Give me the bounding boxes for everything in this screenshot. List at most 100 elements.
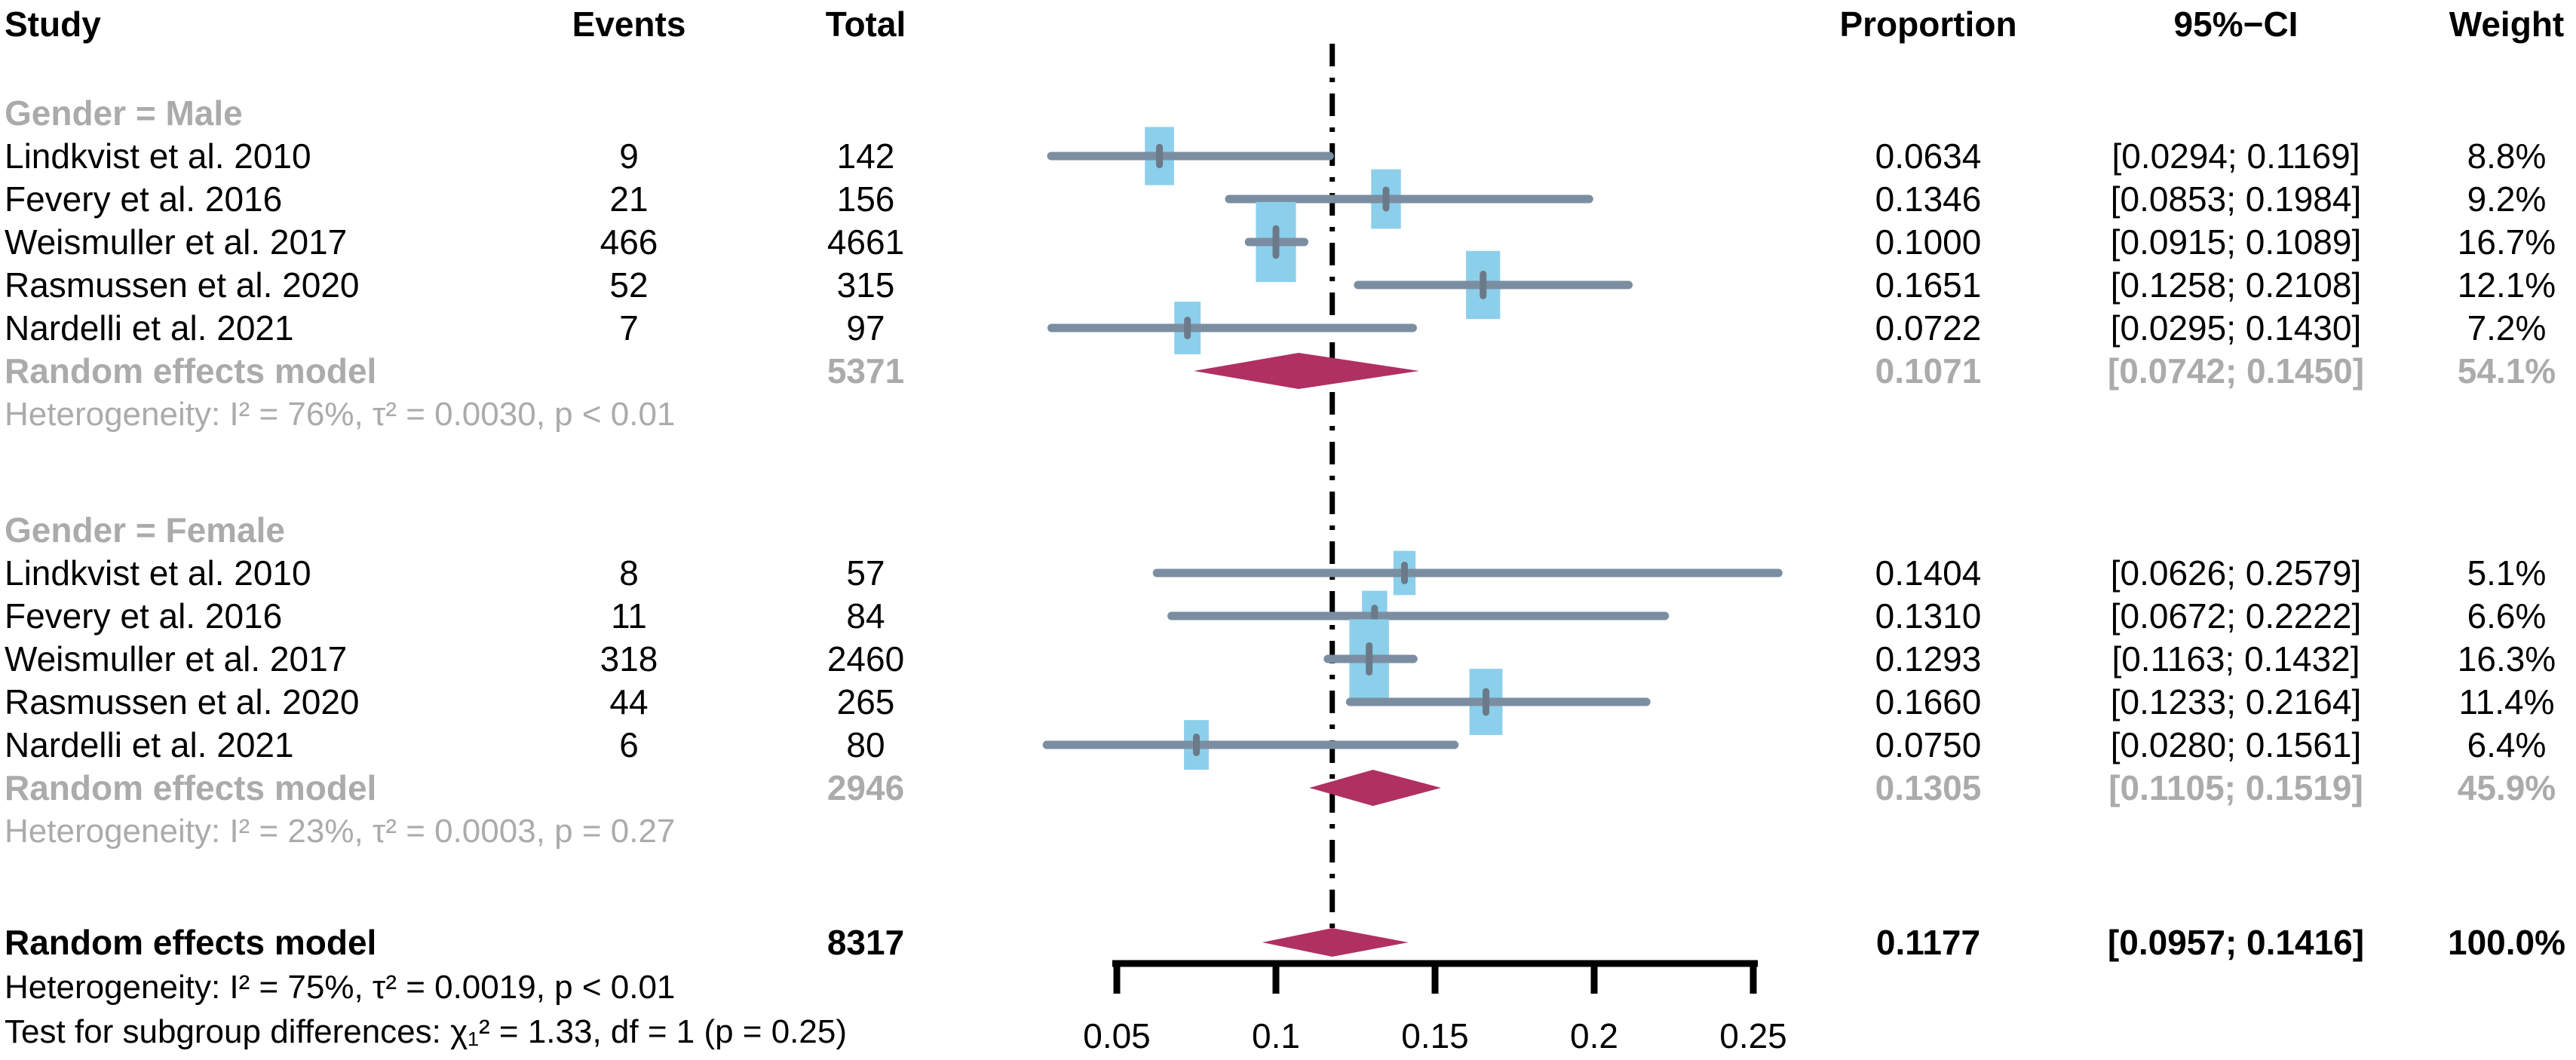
events-value: 466	[600, 222, 658, 262]
x-axis-tick-label: 0.25	[1719, 1016, 1787, 1055]
study-row: Fevery et al. 2016 11 84 0.1310 [0.0672; 0.2…	[0, 595, 2576, 638]
col-header-total: Total	[825, 5, 906, 44]
events-value: 11	[611, 596, 647, 636]
x-axis-tick-label: 0.2	[1570, 1016, 1618, 1055]
total-value: 4661	[826, 222, 905, 262]
ci-value: [0.0853; 0.1984]	[2110, 179, 2362, 219]
proportion-value: 0.1000	[1875, 222, 1982, 262]
total-value: 57	[846, 553, 885, 593]
study-label: Nardelli et al. 2021	[5, 725, 294, 764]
events-value: 8	[619, 553, 639, 593]
weight-value: 6.4%	[2467, 725, 2547, 764]
overall-summary-row: Random effects model 8317 0.1177 [0.0957; 0…	[0, 921, 2576, 964]
total-value: 84	[846, 596, 885, 636]
subgroup-summary-diamond	[1309, 770, 1442, 806]
subgroup-test-text: Test for subgroup differences: χ₁² = 1.3…	[5, 1013, 847, 1050]
point-estimate-tick	[1366, 642, 1373, 676]
proportion-value: 0.0750	[1875, 725, 1982, 764]
summary-label: Random effects model	[5, 923, 377, 962]
heterogeneity-text: Heterogeneity: I² = 23%, τ² = 0.0003, p …	[5, 813, 676, 850]
study-label: Weismuller et al. 2017	[5, 222, 348, 262]
proportion-value: 0.1293	[1875, 639, 1982, 679]
study-label: Lindkvist et al. 2010	[5, 136, 311, 176]
point-estimate-tick	[1382, 186, 1390, 212]
weight-value: 11.4%	[2458, 682, 2555, 721]
total-value: 315	[836, 265, 895, 305]
overall-summary-diamond	[1262, 928, 1409, 957]
study-row: Lindkvist et al. 2010 8 57 0.1404 [0.0626; 0…	[0, 552, 2576, 595]
events-value: 44	[609, 682, 649, 721]
subgroup-label-row: Gender = Female	[0, 509, 2576, 552]
subgroup-label: Gender = Female	[5, 510, 285, 550]
events-value: 7	[619, 308, 639, 348]
events-value: 52	[609, 265, 649, 305]
weight-value: 9.2%	[2467, 179, 2547, 219]
col-header-weight: Weight	[2449, 5, 2565, 44]
events-value: 318	[600, 639, 658, 679]
proportion-value: 0.1660	[1875, 682, 1982, 721]
proportion-value: 0.0634	[1875, 136, 1982, 176]
heterogeneity-text: Heterogeneity: I² = 76%, τ² = 0.0030, p …	[5, 396, 676, 433]
subgroup-summary-diamond	[1194, 353, 1419, 389]
heterogeneity-row: Heterogeneity: I² = 76%, τ² = 0.0030, p …	[0, 393, 2576, 436]
ci-value: [0.1105; 0.1519]	[2108, 768, 2363, 807]
total-value: 2946	[826, 768, 905, 807]
weight-value: 12.1%	[2457, 265, 2556, 305]
point-estimate-tick	[1400, 562, 1408, 584]
weight-value: 54.1%	[2457, 351, 2556, 391]
proportion-value: 0.1404	[1875, 553, 1982, 593]
x-axis-tick-label: 0.15	[1401, 1016, 1469, 1055]
ci-value: [0.0280; 0.1561]	[2110, 725, 2362, 764]
summary-label: Random effects model	[5, 351, 377, 391]
point-estimate-tick	[1156, 143, 1164, 169]
proportion-value: 0.0722	[1875, 308, 1982, 348]
point-estimate-tick	[1483, 688, 1490, 716]
point-estimate-tick	[1184, 317, 1191, 339]
ci-value: [0.1233; 0.2164]	[2110, 682, 2362, 721]
proportion-value: 0.1177	[1875, 923, 1981, 962]
subgroup-summary-row: Random effects model 2946 0.1305 [0.1105; 0…	[0, 767, 2576, 810]
proportion-value: 0.1305	[1875, 768, 1982, 807]
ci-value: [0.0742; 0.1450]	[2107, 351, 2365, 391]
total-value: 97	[846, 308, 885, 348]
column-header-row: Study Events Total Proportion 95%−CI Wei…	[0, 3, 2576, 46]
overall-heterogeneity-row: Heterogeneity: I² = 75%, τ² = 0.0019, p …	[0, 966, 2576, 1009]
col-header-events: Events	[572, 5, 686, 44]
study-row: Fevery et al. 2016 21 156 0.1346 [0.0853; 0.…	[0, 178, 2576, 221]
ci-value: [0.1258; 0.2108]	[2110, 265, 2362, 305]
proportion-value: 0.1310	[1875, 596, 1982, 636]
summary-label: Random effects model	[5, 768, 377, 807]
proportion-value: 0.1651	[1875, 265, 1982, 305]
ci-value: [0.0626; 0.2579]	[2110, 553, 2362, 593]
total-value: 8317	[826, 923, 905, 962]
col-header-study: Study	[5, 5, 101, 44]
events-value: 21	[609, 179, 649, 219]
ci-value: [0.0294; 0.1169]	[2111, 136, 2360, 176]
subgroup-label-row: Gender = Male	[0, 92, 2576, 135]
study-label: Rasmussen et al. 2020	[5, 682, 360, 721]
col-header-proportion: Proportion	[1839, 5, 2017, 44]
point-estimate-tick	[1480, 271, 1487, 299]
weight-value: 5.1%	[2467, 553, 2547, 593]
total-value: 156	[836, 179, 895, 219]
study-row: Weismuller et al. 2017 318 2460 0.1293 [0.11…	[0, 638, 2576, 681]
study-row: Weismuller et al. 2017 466 4661 0.1000 [0.09…	[0, 221, 2576, 264]
total-value: 142	[836, 136, 895, 176]
proportion-value: 0.1071	[1875, 351, 1982, 391]
events-value: 6	[619, 725, 639, 764]
total-value: 2460	[826, 639, 905, 679]
study-label: Nardelli et al. 2021	[5, 308, 294, 348]
ci-value: [0.0915; 0.1089]	[2110, 222, 2362, 262]
events-value: 9	[619, 136, 639, 176]
total-value: 5371	[826, 351, 905, 391]
study-label: Rasmussen et al. 2020	[5, 265, 360, 305]
x-axis-tick-label: 0.1	[1252, 1016, 1300, 1055]
ci-value: [0.0957; 0.1416]	[2107, 923, 2365, 962]
study-label: Lindkvist et al. 2010	[5, 553, 311, 593]
subgroup-label: Gender = Male	[5, 93, 243, 133]
subgroup-summary-row: Random effects model 5371 0.1071 [0.0742; 0…	[0, 350, 2576, 393]
study-row: Rasmussen et al. 2020 44 265 0.1660 [0.1233;…	[0, 681, 2576, 724]
x-axis-tick-label: 0.05	[1083, 1016, 1151, 1055]
